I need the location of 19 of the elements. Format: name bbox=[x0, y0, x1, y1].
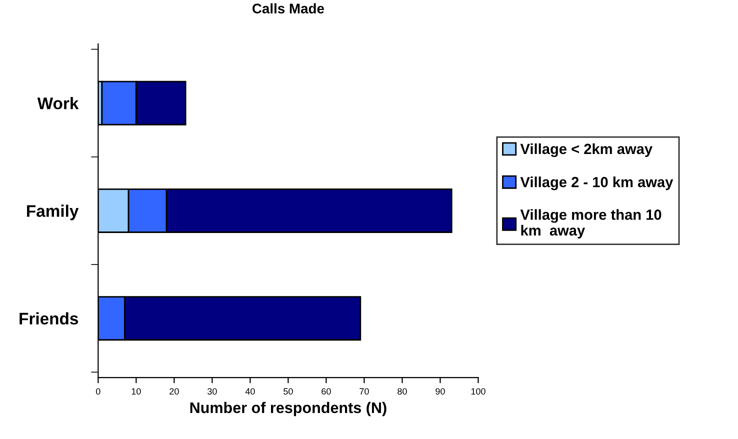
x-tick-label: 60 bbox=[322, 388, 331, 395]
x-axis-title: Number of respondents (N) bbox=[190, 402, 386, 416]
y-tick-label: Friends bbox=[20, 312, 78, 325]
x-tick-label: 40 bbox=[245, 388, 255, 395]
x-tick-label: 80 bbox=[398, 388, 407, 395]
x-tick-label: 70 bbox=[360, 388, 369, 395]
legend-label: Village < 2km away bbox=[520, 143, 652, 158]
x-tick-label: 90 bbox=[436, 388, 445, 395]
y-tick-label: Family bbox=[27, 204, 79, 220]
legend-label: Village 2 - 10 km away bbox=[520, 176, 674, 190]
x-tick-label: 0 bbox=[96, 388, 100, 395]
chart-title: Calls Made bbox=[252, 3, 324, 14]
x-tick-label: 30 bbox=[208, 388, 217, 395]
x-tick-label: 100 bbox=[471, 388, 486, 395]
legend-label: Village more than 10 km away bbox=[520, 209, 662, 239]
x-tick-label: 50 bbox=[284, 388, 293, 395]
y-tick-label: Work bbox=[37, 97, 79, 110]
x-tick-label: 10 bbox=[132, 388, 141, 395]
x-tick-label: 20 bbox=[170, 388, 179, 395]
